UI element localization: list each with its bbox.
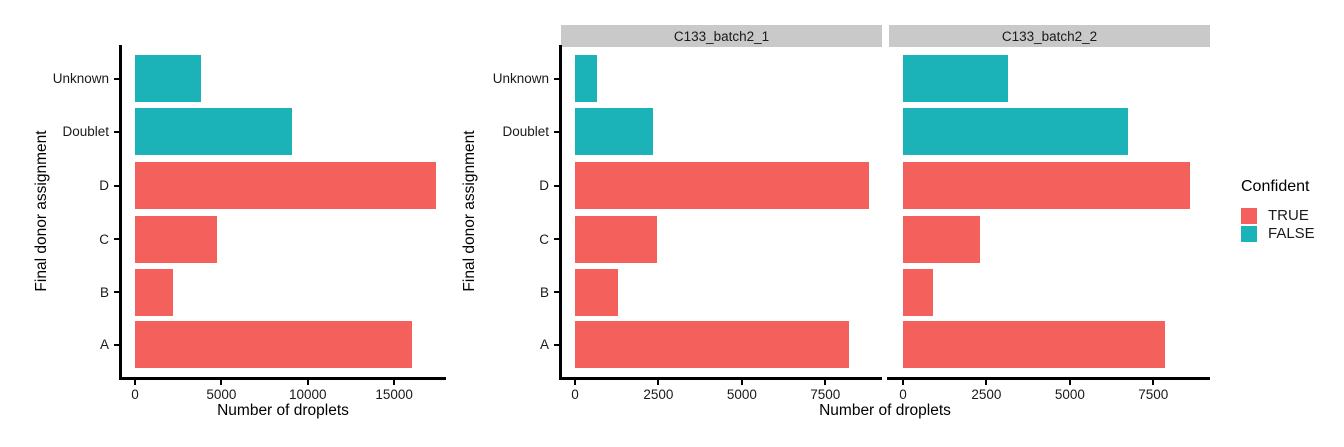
x-tick-label: 7500 <box>1138 387 1169 402</box>
x-tick-label: 0 <box>571 387 579 402</box>
y-tick <box>554 343 559 346</box>
x-tick-label: 2500 <box>971 387 1002 402</box>
x-tick <box>574 380 576 385</box>
y-tick <box>114 343 119 346</box>
x-tick-label: 5000 <box>726 387 757 402</box>
x-tick <box>657 380 660 385</box>
x-tick-label: 10000 <box>288 387 327 402</box>
bar-C133_batch2_1-Doublet <box>575 108 653 155</box>
x-tick <box>902 380 904 385</box>
y-tick <box>114 238 119 240</box>
x-tick-label: 2500 <box>643 387 674 402</box>
y-tick <box>554 184 559 187</box>
legend-swatch-false <box>1241 226 1257 242</box>
facet-strip-C133_batch2_2: C133_batch2_2 <box>889 25 1210 47</box>
bar-combined-A <box>135 321 412 368</box>
legend-label: FALSE <box>1268 225 1315 242</box>
x-tick <box>1152 380 1155 385</box>
legend-label: TRUE <box>1268 207 1309 224</box>
y-tick-label: Unknown <box>52 71 109 86</box>
y-tick-label: Unknown <box>492 71 549 86</box>
bar-C133_batch2_1-C <box>575 215 657 263</box>
x-tick-label: 5000 <box>206 387 237 402</box>
x-tick-label: 15000 <box>375 387 413 402</box>
y-tick <box>114 77 119 80</box>
x-tick <box>1068 380 1071 385</box>
y-tick-label: A <box>99 337 109 352</box>
x-tick <box>306 380 309 385</box>
legend-item-false: FALSE <box>1241 225 1315 243</box>
y-tick-label: Doublet <box>62 124 109 139</box>
x-axis-line <box>559 377 882 380</box>
bar-C133_batch2_2-Doublet <box>903 108 1128 155</box>
y-tick <box>554 77 559 80</box>
y-tick-label: Doublet <box>502 124 549 139</box>
y-tick-label: C <box>99 231 109 247</box>
bar-C133_batch2_1-D <box>575 162 869 209</box>
bar-combined-Doublet <box>135 108 292 155</box>
x-axis-title: Number of droplets <box>217 402 349 419</box>
x-tick-label: 5000 <box>1054 387 1085 402</box>
x-tick <box>985 380 988 385</box>
bar-combined-C <box>135 215 217 263</box>
legend: Confident TRUE FALSE <box>1241 178 1315 243</box>
y-tick <box>114 184 119 187</box>
y-axis-line <box>559 45 562 380</box>
bar-C133_batch2_2-B <box>903 268 933 316</box>
y-axis-title: Final donor assignment <box>461 130 478 292</box>
x-tick-label: 0 <box>899 387 907 402</box>
bar-combined-Unknown <box>135 55 201 102</box>
y-axis-line <box>119 45 122 380</box>
bar-combined-D <box>135 162 436 209</box>
legend-swatch-true <box>1241 208 1257 224</box>
x-tick <box>824 380 827 385</box>
y-tick <box>114 291 119 293</box>
x-axis-title: Number of droplets <box>819 402 951 419</box>
bar-C133_batch2_2-Unknown <box>903 55 1008 102</box>
y-tick-label: B <box>539 284 549 300</box>
bar-C133_batch2_2-A <box>903 321 1165 368</box>
y-tick <box>554 130 559 133</box>
y-tick <box>114 130 119 133</box>
y-axis-title: Final donor assignment <box>33 130 50 292</box>
x-tick <box>220 380 223 385</box>
bar-C133_batch2_1-A <box>575 321 849 368</box>
x-tick-label: 7500 <box>810 387 841 402</box>
legend-items: TRUE FALSE <box>1241 207 1315 243</box>
x-tick <box>740 380 743 385</box>
x-axis-line <box>119 377 446 380</box>
x-tick <box>134 380 136 385</box>
y-tick-label: D <box>539 178 549 193</box>
y-tick-label: D <box>99 178 109 193</box>
bar-combined-B <box>135 268 173 316</box>
y-tick-label: A <box>539 337 549 352</box>
x-tick-label: 0 <box>131 387 139 402</box>
x-tick <box>393 380 396 385</box>
x-axis-line <box>887 377 1210 380</box>
legend-title: Confident <box>1241 178 1310 195</box>
bar-C133_batch2_1-B <box>575 268 618 316</box>
facet-strip-C133_batch2_1: C133_batch2_1 <box>561 25 882 47</box>
y-tick-label: B <box>99 284 109 300</box>
y-tick-label: C <box>539 231 549 247</box>
bar-C133_batch2_1-Unknown <box>575 55 597 102</box>
y-tick <box>554 291 559 293</box>
y-tick <box>554 238 559 240</box>
bar-C133_batch2_2-C <box>903 215 980 263</box>
legend-item-true: TRUE <box>1241 207 1315 225</box>
bar-C133_batch2_2-D <box>903 162 1190 209</box>
